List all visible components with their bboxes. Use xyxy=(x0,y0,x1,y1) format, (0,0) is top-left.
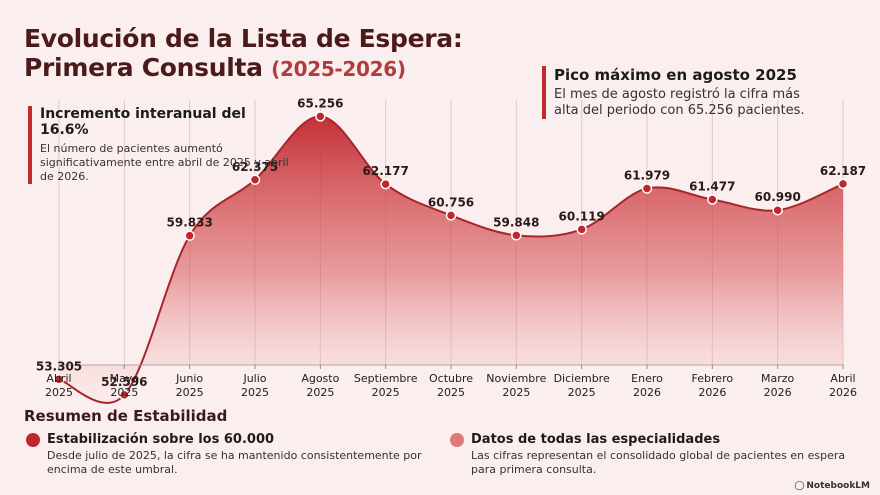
callout-peak: Pico máximo en agosto 2025 El mes de ago… xyxy=(542,66,814,119)
data-point xyxy=(707,194,718,205)
x-tick-label-year: 2025 xyxy=(502,386,530,399)
data-point xyxy=(511,230,522,241)
x-tick-label-year: 2025 xyxy=(437,386,465,399)
bullet-dot-icon xyxy=(26,433,40,447)
data-point xyxy=(53,374,65,385)
data-label: 62.375 xyxy=(232,160,278,174)
x-tick-label: Enero xyxy=(631,372,663,385)
bullet-dot-icon xyxy=(450,433,464,447)
brand-name: NotebookLM xyxy=(806,481,870,491)
data-point xyxy=(119,389,130,401)
x-tick-label: Junio xyxy=(175,372,203,385)
x-tick-label: Julio xyxy=(242,372,266,385)
x-tick-label-year: 2025 xyxy=(241,386,269,399)
title-line-1: Evolución de la Lista de Espera: xyxy=(24,24,463,53)
data-point xyxy=(380,178,391,190)
notebooklm-icon: ◯ xyxy=(794,481,805,491)
data-point xyxy=(772,204,783,216)
x-tick-label-year: 2025 xyxy=(176,386,204,399)
title-line-2: Primera Consulta xyxy=(24,53,263,82)
x-tick-label-year: 2025 xyxy=(568,386,596,399)
summary-title: Resumen de Estabilidad xyxy=(24,407,228,425)
x-tick-label: Marzo xyxy=(761,372,795,385)
x-tick-label: Abril xyxy=(830,372,855,385)
data-point xyxy=(445,210,457,221)
x-tick-label-year: 2025 xyxy=(110,386,138,399)
data-label: 62.187 xyxy=(820,164,866,178)
summary-item-stability: Estabilización sobre los 60.000 Desde ju… xyxy=(26,432,426,477)
title-years: (2025-2026) xyxy=(271,57,406,81)
x-tick-label: Noviembre xyxy=(486,372,546,385)
data-label: 61.979 xyxy=(624,168,670,182)
data-label: 60.990 xyxy=(755,190,801,204)
x-tick-label: Diciembre xyxy=(554,372,610,385)
x-tick-label: Agosto xyxy=(301,372,339,385)
x-tick-label-year: 2026 xyxy=(633,386,661,399)
series-line xyxy=(58,115,844,404)
data-label: 62.177 xyxy=(363,164,409,178)
data-point xyxy=(837,178,849,190)
data-point xyxy=(641,183,653,194)
area-fill xyxy=(59,116,843,403)
x-tick-label-year: 2025 xyxy=(306,386,334,399)
page-title: Evolución de la Lista de Espera: Primera… xyxy=(24,24,463,84)
x-tick-label: Octubre xyxy=(429,372,473,385)
data-point xyxy=(184,230,195,241)
x-tick-label-year: 2026 xyxy=(829,386,857,399)
data-label: 60.119 xyxy=(559,209,605,223)
data-point xyxy=(315,111,326,122)
data-label: 65.256 xyxy=(297,96,343,110)
callout-peak-title: Pico máximo en agosto 2025 xyxy=(554,66,797,84)
x-tick-label-year: 2026 xyxy=(764,386,792,399)
x-tick-label-year: 2026 xyxy=(698,386,726,399)
summary-item-title: Datos de todas las especialidades xyxy=(471,432,721,447)
x-tick-label-year: 2025 xyxy=(372,386,400,399)
x-tick-label: Abril xyxy=(46,372,71,385)
data-point xyxy=(576,224,587,235)
callout-increase: Incremento interanual del 16.6% El númer… xyxy=(28,106,290,184)
summary-item-data-source: Datos de todas las especialidades Las ci… xyxy=(450,432,870,477)
callout-peak-text: El mes de agosto registró la cifra más a… xyxy=(554,87,805,118)
data-point xyxy=(249,174,261,185)
data-label: 61.477 xyxy=(689,180,735,194)
summary-item-text: Desde julio de 2025, la cifra se ha mant… xyxy=(47,449,422,476)
data-label: 59.848 xyxy=(493,215,539,229)
summary-item-text: Las cifras representan el consolidado gl… xyxy=(471,449,846,476)
data-label: 59.833 xyxy=(167,216,213,230)
data-label: 60.756 xyxy=(428,195,474,209)
x-tick-label: Mayo xyxy=(110,372,140,385)
x-tick-label-year: 2025 xyxy=(45,386,73,399)
summary-item-title: Estabilización sobre los 60.000 xyxy=(47,432,275,447)
x-tick-label: Septiembre xyxy=(354,372,418,385)
x-tick-label: Febrero xyxy=(692,372,734,385)
callout-increase-title: Incremento interanual del 16.6% xyxy=(40,106,246,138)
brand-mark: ◯ NotebookLM xyxy=(794,481,870,491)
data-label: 52.596 xyxy=(101,375,147,389)
callout-increase-text: El número de pacientes aumentó significa… xyxy=(40,142,289,183)
